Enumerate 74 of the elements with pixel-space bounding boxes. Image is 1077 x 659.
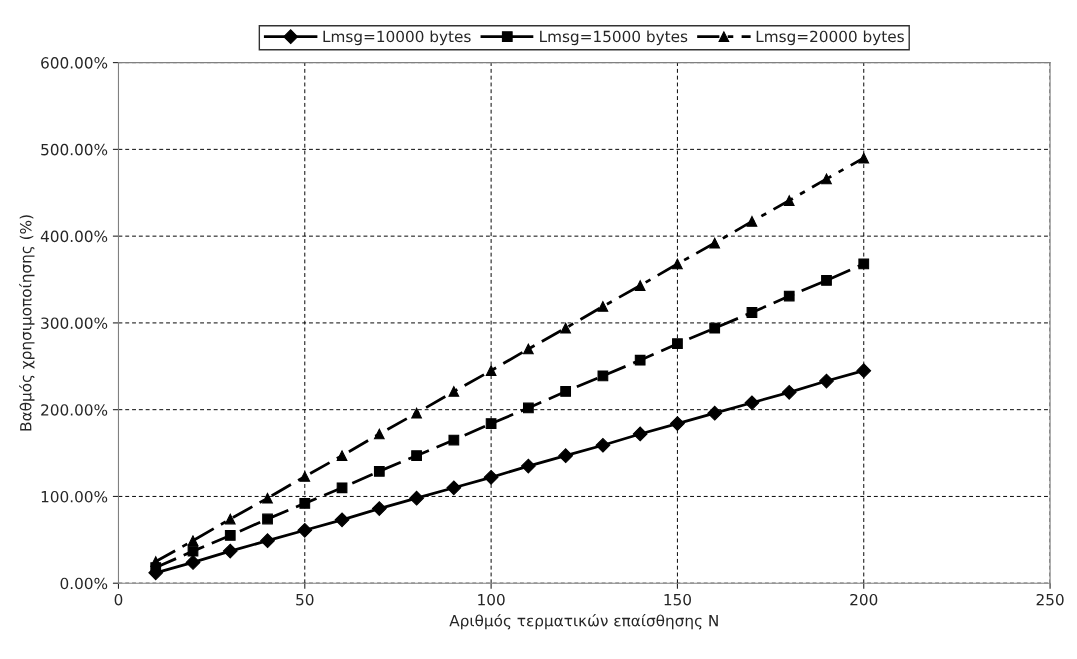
- point: [634, 354, 646, 366]
- x-tick-label: 200: [850, 593, 878, 606]
- point: [595, 437, 611, 453]
- point: [632, 426, 648, 442]
- point: [373, 465, 385, 477]
- point: [634, 280, 646, 291]
- y-tick-label: 0.00%: [60, 577, 108, 590]
- legend-label: Lmsg=20000 bytes: [756, 30, 904, 46]
- point: [373, 428, 385, 440]
- point: [707, 405, 723, 421]
- point: [299, 498, 311, 509]
- point: [670, 416, 685, 431]
- point: [334, 512, 350, 528]
- point: [185, 555, 201, 570]
- point: [299, 471, 311, 482]
- point: [371, 501, 387, 516]
- point: [821, 173, 832, 185]
- point: [560, 386, 572, 397]
- legend-label: Lmsg=15000 bytes: [540, 30, 688, 46]
- point: [821, 275, 832, 286]
- y-tick-label: 400.00%: [40, 230, 108, 243]
- point: [858, 258, 870, 270]
- point: [856, 363, 872, 379]
- point: [448, 434, 460, 446]
- point: [746, 216, 758, 227]
- point: [746, 307, 758, 318]
- y-tick-label: 600.00%: [41, 57, 108, 69]
- point: [819, 373, 834, 389]
- point: [187, 535, 199, 547]
- y-tick-label: 500.00%: [41, 143, 108, 156]
- x-axis-title: Αριθμός τερματικών επαίσθησης Ν: [449, 613, 718, 630]
- point: [597, 301, 609, 312]
- point: [411, 407, 422, 419]
- y-tick-label: 300.00%: [41, 317, 108, 329]
- point: [411, 450, 422, 462]
- x-tick-label: 100: [478, 593, 505, 606]
- point: [744, 395, 760, 411]
- point: [485, 418, 497, 429]
- y-axis-title: Βαθμός χρησιμοποίησης (%): [19, 215, 35, 431]
- point: [448, 386, 460, 397]
- point: [520, 458, 536, 474]
- point: [336, 450, 348, 462]
- point: [709, 237, 721, 249]
- y-tick-label: 100.00%: [41, 490, 108, 503]
- point: [523, 343, 534, 355]
- point: [150, 556, 162, 567]
- point: [224, 530, 236, 541]
- legend-label: Lmsg=10000 bytes: [323, 30, 471, 46]
- point: [558, 448, 574, 464]
- point: [781, 384, 797, 400]
- x-tick-label: 50: [296, 593, 314, 606]
- point: [523, 402, 534, 414]
- point: [709, 322, 721, 334]
- point: [409, 490, 424, 506]
- y-tick-label: 200.00%: [41, 404, 108, 416]
- point: [262, 513, 273, 525]
- point: [560, 322, 572, 334]
- point: [483, 469, 499, 485]
- point: [260, 533, 275, 549]
- point: [297, 522, 313, 538]
- x-tick-label: 150: [664, 593, 691, 606]
- point: [783, 195, 795, 206]
- point: [336, 482, 348, 494]
- x-tick-label: 250: [1036, 593, 1064, 606]
- point: [783, 290, 795, 302]
- point: [672, 338, 683, 350]
- point: [597, 370, 609, 382]
- x-tick-label: 0: [114, 593, 123, 606]
- point: [224, 513, 236, 525]
- point: [446, 480, 462, 496]
- point: [672, 258, 683, 270]
- point: [485, 365, 497, 377]
- point: [262, 492, 273, 504]
- point: [222, 543, 238, 559]
